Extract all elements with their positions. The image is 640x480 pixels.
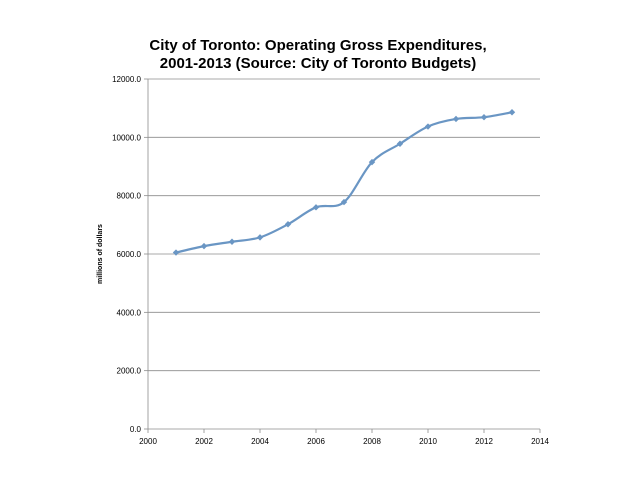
data-point (284, 221, 292, 228)
y-tick-label: 10000.0 (112, 133, 141, 142)
data-point (396, 140, 404, 147)
tick-labels: 0.0 2000.0 4000.0 6000.0 8000.0 10000.0 12000.… (112, 75, 549, 446)
x-tick-label: 2004 (251, 437, 269, 446)
x-tick-label: 2002 (195, 437, 213, 446)
grid-lines (148, 78, 540, 372)
x-tick-label: 2006 (307, 437, 325, 446)
y-axis-label: millions of dollars (97, 224, 104, 284)
data-point (172, 249, 180, 256)
data-point (368, 158, 376, 166)
axes (144, 78, 541, 433)
data-point (480, 114, 488, 121)
series (172, 109, 516, 256)
x-tick-label: 2000 (139, 437, 157, 446)
y-tick-label: 12000.0 (112, 75, 141, 84)
series-line (175, 111, 513, 254)
data-point (228, 238, 236, 245)
y-tick-label: 2000.0 (117, 367, 142, 376)
x-tick-label: 2012 (475, 437, 493, 446)
data-point (312, 204, 320, 211)
data-point (452, 115, 460, 123)
x-tick-label: 2008 (363, 437, 381, 446)
y-tick-label: 0.0 (130, 425, 142, 434)
data-point (424, 123, 432, 130)
y-tick-label: 6000.0 (117, 250, 142, 259)
x-tick-label: 2010 (419, 437, 437, 446)
x-tick-label: 2014 (531, 437, 549, 446)
chart-title-line-2: 2001-2013 (Source: City of Toronto Budge… (160, 55, 476, 72)
y-tick-label: 8000.0 (117, 192, 142, 201)
data-point (508, 109, 516, 116)
y-tick-label: 4000.0 (117, 308, 142, 317)
data-point (200, 242, 208, 250)
data-point (256, 234, 264, 241)
chart-title-line-1: City of Toronto: Operating Gross Expendi… (149, 37, 486, 54)
data-point (340, 198, 348, 206)
